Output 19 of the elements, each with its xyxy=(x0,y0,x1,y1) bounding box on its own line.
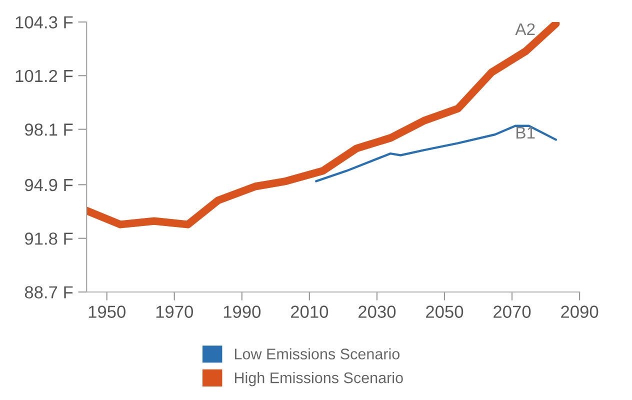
legend-label: Low Emissions Scenario xyxy=(234,348,400,360)
x-tick-label: 1950 xyxy=(88,306,126,318)
y-tick-label: 104.3 F xyxy=(16,16,73,28)
y-tick-label: 91.8 F xyxy=(24,232,73,245)
y-tick-label: 98.1 F xyxy=(24,123,73,136)
x-tick-label: 2070 xyxy=(494,306,531,318)
x-tick-label: 2010 xyxy=(290,306,328,318)
x-tick-label: 2050 xyxy=(426,306,464,318)
x-tick-label: 2090 xyxy=(561,306,598,318)
x-tick-label: 1970 xyxy=(156,306,194,318)
y-tick-label: 94.9 F xyxy=(24,178,73,192)
line-series xyxy=(315,124,558,182)
y-tick-label: 101.2 F xyxy=(16,70,73,82)
legend-label: High Emissions Scenario xyxy=(234,372,403,386)
x-tick-label: 2030 xyxy=(358,306,396,318)
y-tick-label: 88.7 F xyxy=(24,286,73,298)
x-tick-label: 1990 xyxy=(224,306,261,318)
annotation: B1 xyxy=(516,126,535,138)
annotation: A2 xyxy=(515,23,535,35)
